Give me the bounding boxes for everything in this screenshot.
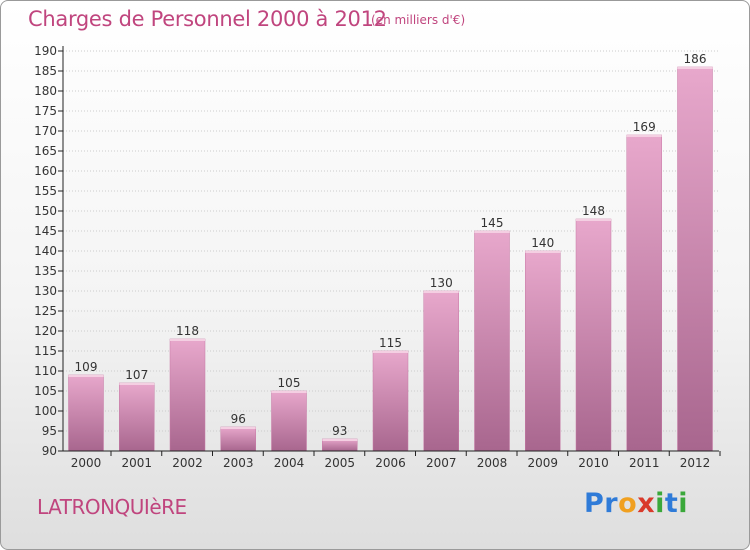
x-tick-label: 2003	[223, 456, 254, 470]
x-tick-label: 2010	[578, 456, 609, 470]
x-tick-label: 2006	[375, 456, 406, 470]
chart-title: Charges de Personnel 2000 à 2012	[28, 7, 387, 31]
x-tick-label: 2001	[121, 456, 152, 470]
bar-highlight	[170, 339, 205, 341]
bar	[68, 374, 104, 452]
y-tick-label: 165	[34, 144, 57, 158]
logo-letter: x	[637, 488, 656, 519]
chart-subtitle: (en milliers d'€)	[371, 13, 466, 27]
y-tick-label: 100	[34, 404, 57, 418]
y-tick-label: 95	[42, 424, 57, 438]
data-label: 115	[379, 336, 402, 350]
y-tick-label: 110	[34, 364, 57, 378]
proxiti-logo: Proxiti	[584, 488, 688, 519]
y-tick-label: 170	[34, 124, 57, 138]
y-tick-label: 175	[34, 104, 57, 118]
data-label: 130	[430, 276, 453, 290]
bar	[271, 390, 307, 452]
bar-highlight	[474, 231, 510, 233]
commune-name: LATRONQUIèRE	[37, 495, 187, 519]
x-tick-label: 2009	[527, 456, 558, 470]
bar-highlight	[576, 219, 611, 221]
y-tick-label: 180	[34, 84, 57, 98]
x-tick-label: 2004	[274, 456, 305, 470]
y-tick-label: 140	[34, 244, 57, 258]
bars	[68, 66, 713, 452]
x-tick-label: 2011	[629, 456, 660, 470]
y-tick-label: 190	[34, 44, 57, 58]
data-label: 107	[125, 368, 148, 382]
y-tick-label: 130	[34, 284, 57, 298]
bar	[372, 350, 409, 452]
logo-letter: r	[604, 488, 619, 519]
bar-highlight	[220, 427, 256, 429]
x-tick-label: 2012	[680, 456, 711, 470]
data-label: 148	[582, 204, 605, 218]
data-label: 109	[75, 360, 98, 374]
bar	[626, 134, 662, 452]
bar-highlight	[677, 67, 713, 69]
y-tick-label: 125	[34, 304, 57, 318]
bar-highlight	[68, 375, 104, 377]
bar-highlight	[271, 391, 307, 393]
bar	[423, 290, 459, 452]
y-tick-label: 105	[34, 384, 57, 398]
y-tick-label: 115	[34, 344, 57, 358]
data-label: 145	[481, 216, 504, 230]
x-tick-label: 2008	[477, 456, 508, 470]
y-tick-label: 150	[34, 204, 57, 218]
data-label: 169	[633, 120, 656, 134]
x-tick-label: 2007	[426, 456, 457, 470]
logo-letter: i	[655, 488, 665, 519]
logo-letter: t	[664, 488, 679, 519]
logo-letter: o	[618, 488, 638, 519]
bar-highlight	[373, 351, 408, 353]
data-label: 118	[176, 324, 199, 338]
bar-highlight	[322, 439, 358, 441]
bar-highlight	[525, 251, 561, 253]
x-tick-label: 2002	[172, 456, 203, 470]
bar	[474, 230, 510, 452]
bar-highlight	[423, 291, 459, 293]
data-label: 186	[684, 52, 707, 66]
labels: 90 95 100 105 110 115 120 125 130 135 140 145 150 155…	[34, 44, 710, 470]
y-tick-label: 90	[42, 444, 57, 458]
axes	[58, 46, 721, 456]
logo-letter: i	[678, 488, 689, 519]
bar	[220, 426, 256, 452]
logo-letter: P	[584, 488, 605, 519]
data-label: 105	[278, 376, 301, 390]
bar	[575, 218, 612, 452]
bar	[119, 382, 155, 452]
bar-highlight	[626, 135, 662, 137]
data-label: 96	[231, 412, 246, 426]
y-tick-label: 185	[34, 64, 57, 78]
y-tick-label: 135	[34, 264, 57, 278]
data-label: 140	[531, 236, 554, 250]
bar	[677, 66, 713, 452]
y-tick-label: 120	[34, 324, 57, 338]
bar-highlight	[119, 383, 155, 385]
bar	[169, 338, 206, 452]
y-tick-label: 145	[34, 224, 57, 238]
data-label: 93	[332, 424, 347, 438]
bar	[525, 250, 561, 452]
x-tick-label: 2000	[71, 456, 102, 470]
y-tick-label: 160	[34, 164, 57, 178]
x-tick-label: 2005	[324, 456, 355, 470]
y-tick-label: 155	[34, 184, 57, 198]
